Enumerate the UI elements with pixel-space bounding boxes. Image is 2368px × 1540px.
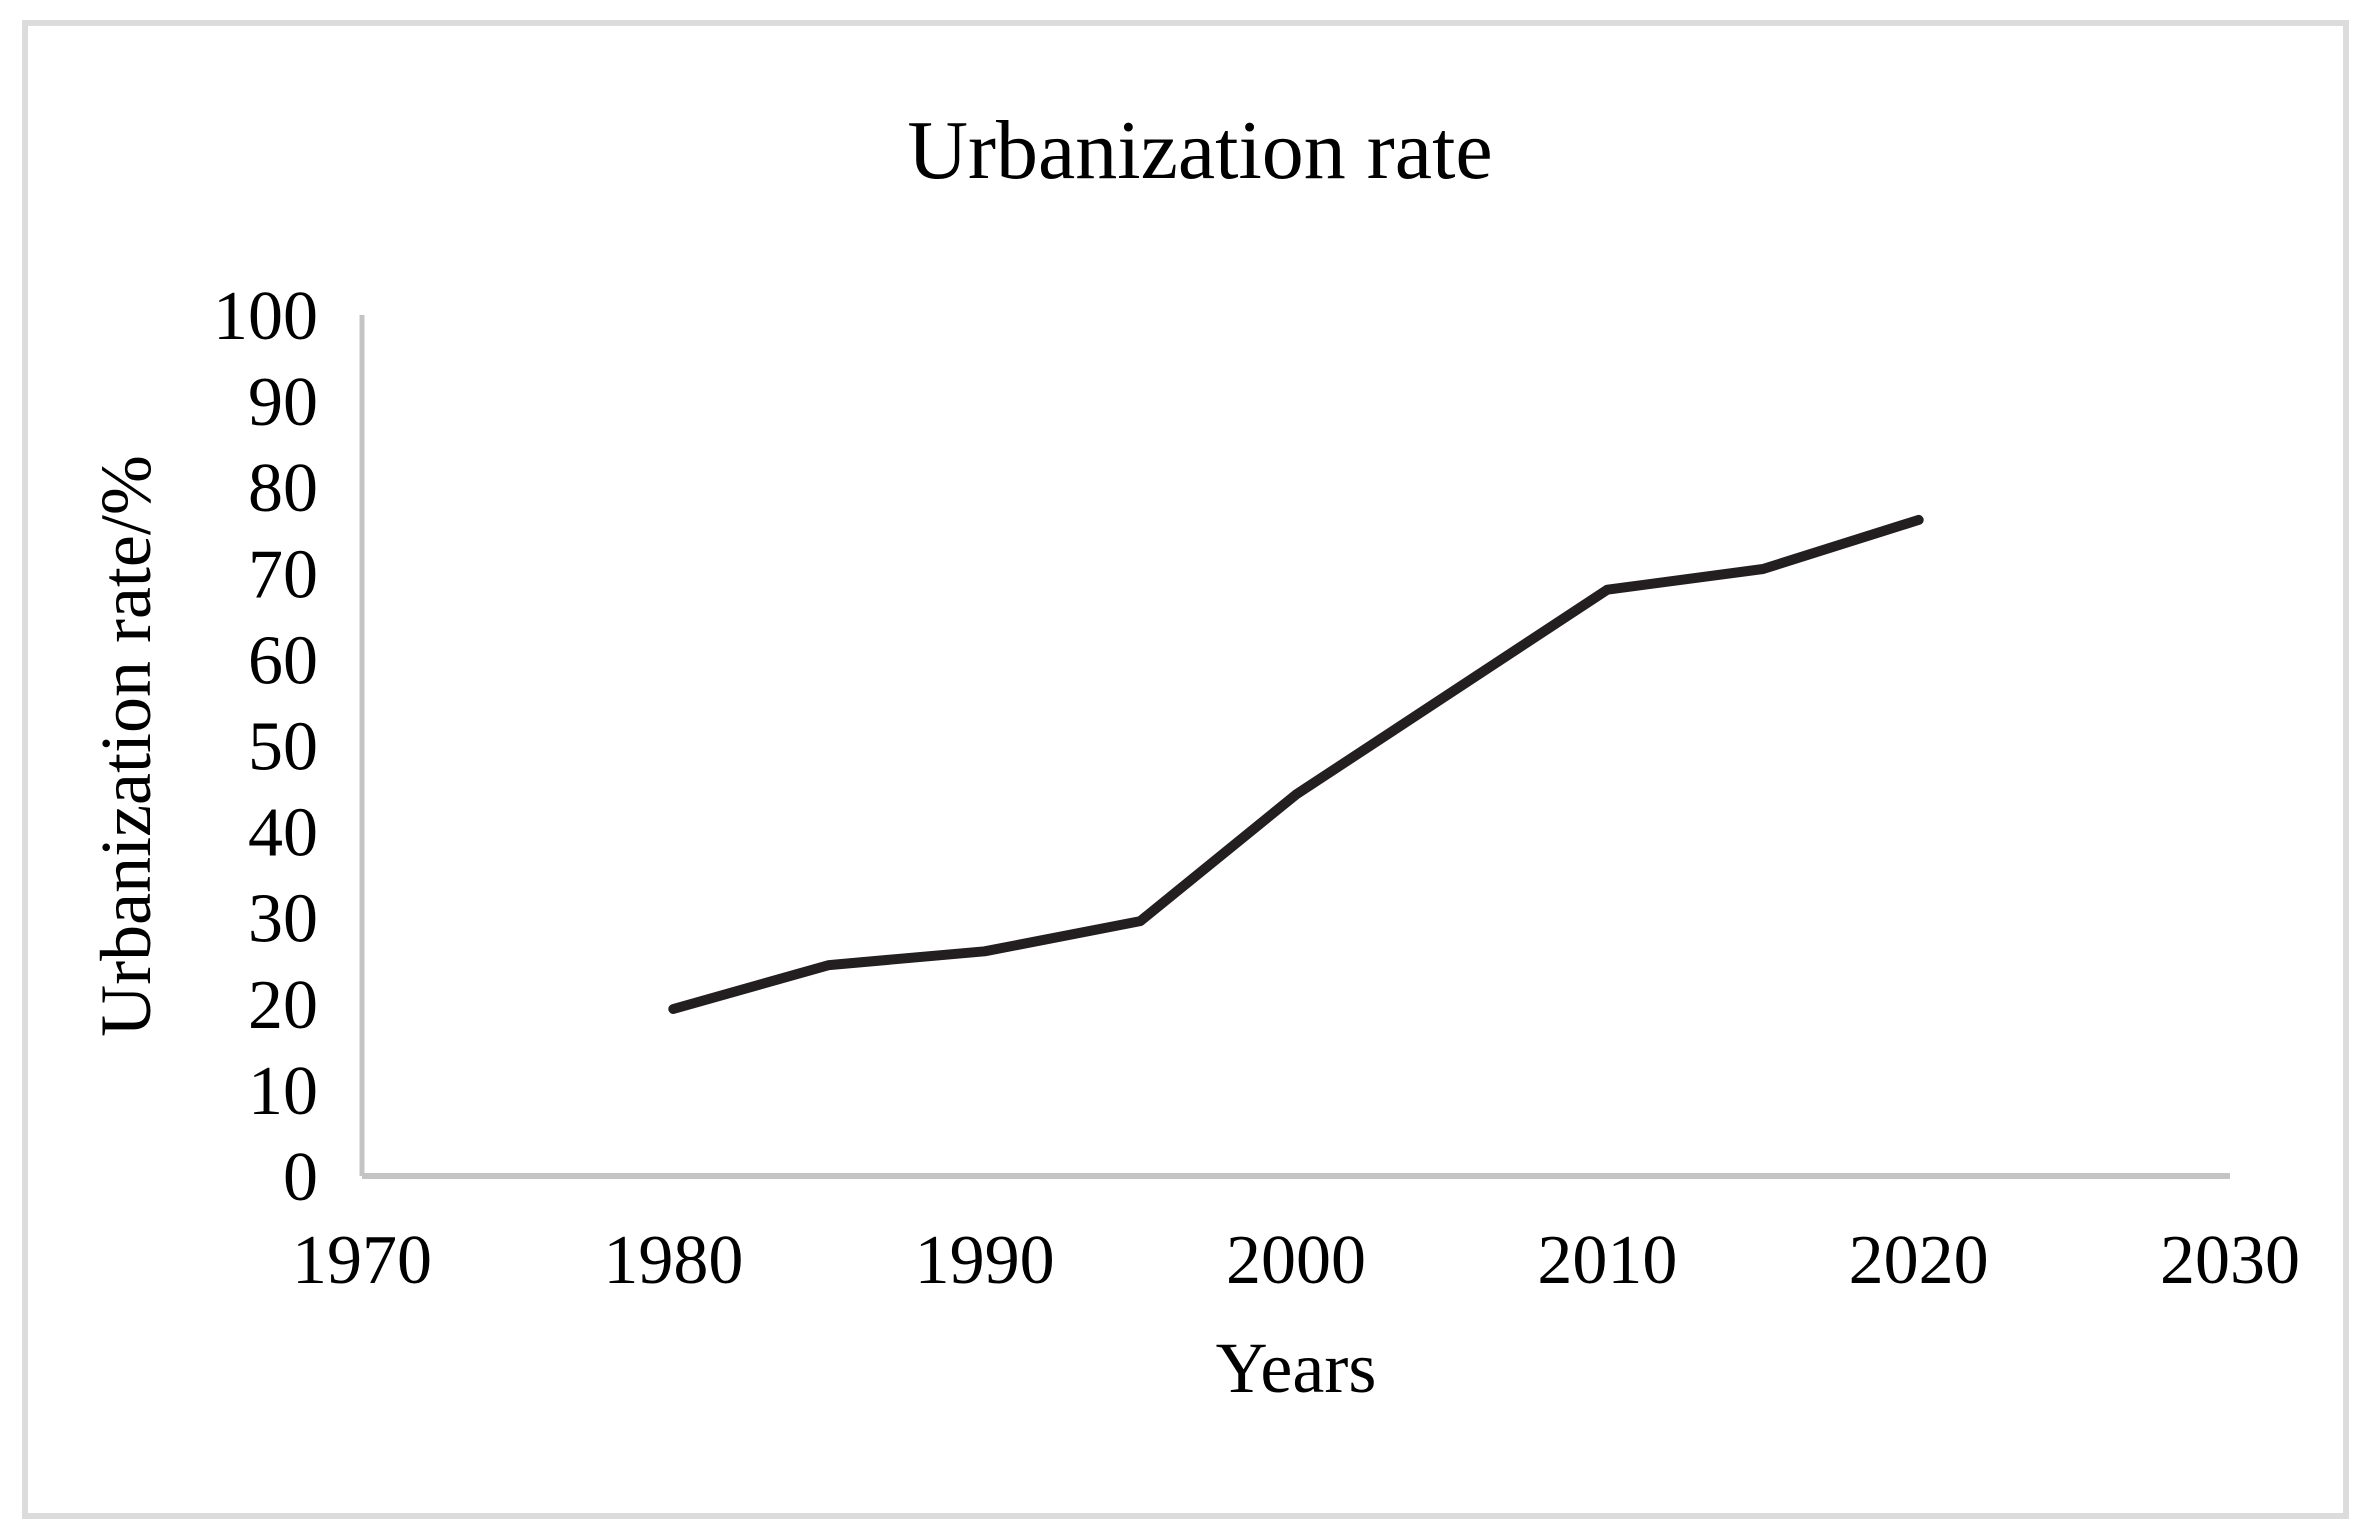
x-axis-tick-labels: 1970 1980 1990 2000 2010 2020 2030 bbox=[292, 1222, 2300, 1299]
y-tick-label: 50 bbox=[248, 709, 318, 786]
figure-frame bbox=[22, 20, 2349, 1519]
urbanization-rate-line bbox=[668, 514, 1924, 1014]
y-tick-label: 80 bbox=[248, 450, 318, 527]
x-tick-label: 1970 bbox=[292, 1222, 432, 1299]
x-tick-label: 2030 bbox=[2160, 1222, 2300, 1299]
y-axis-title: Urbanization rate/% bbox=[86, 455, 166, 1037]
y-tick-label: 20 bbox=[248, 967, 318, 1044]
x-tick-label: 2020 bbox=[1849, 1222, 1989, 1299]
y-tick-label: 30 bbox=[248, 881, 318, 958]
y-tick-label: 0 bbox=[283, 1139, 318, 1216]
y-tick-label: 10 bbox=[248, 1053, 318, 1130]
chart-title: Urbanization rate bbox=[907, 104, 1492, 197]
y-tick-label: 100 bbox=[213, 278, 318, 355]
x-tick-label: 1990 bbox=[915, 1222, 1055, 1299]
y-tick-label: 70 bbox=[248, 536, 318, 613]
x-tick-label: 2000 bbox=[1226, 1222, 1366, 1299]
x-tick-label: 2010 bbox=[1537, 1222, 1677, 1299]
x-tick-label: 1980 bbox=[603, 1222, 743, 1299]
x-axis-title: Years bbox=[1216, 1328, 1377, 1408]
y-tick-label: 90 bbox=[248, 364, 318, 441]
y-axis-tick-labels: 0 10 20 30 40 50 60 70 80 90 100 bbox=[213, 278, 318, 1216]
y-tick-label: 40 bbox=[248, 795, 318, 872]
y-tick-label: 60 bbox=[248, 622, 318, 699]
